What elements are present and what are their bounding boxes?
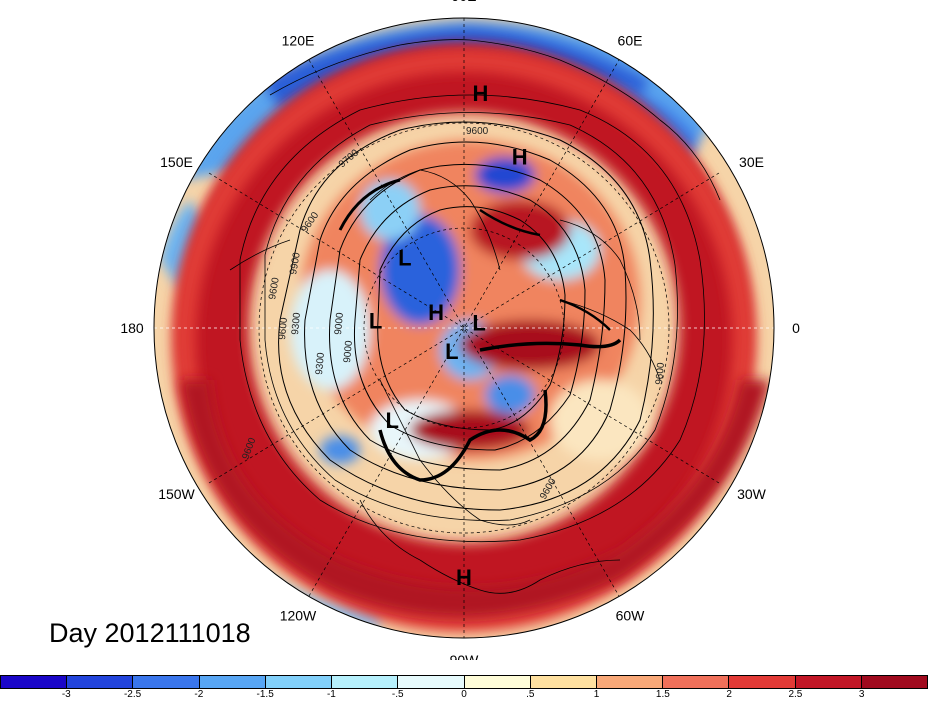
map-border (153, 17, 775, 639)
colorbar-swatch (795, 676, 862, 688)
colorbar-swatch (464, 676, 531, 688)
colorbar-tick-label: -2 (194, 689, 204, 700)
colorbar-swatch (67, 676, 134, 688)
colorbar-tick-label: 0 (461, 689, 467, 700)
longitude-labels: 90E 60E 30E 0 30W 60W 90W 120W 150W 180 150E 120E (120, 0, 800, 660)
contour-label: 9600 (277, 317, 290, 341)
colorbar-swatch (861, 676, 928, 688)
colorbar-tick-label: 3 (858, 689, 865, 700)
contour-label: 9600 (466, 126, 489, 137)
polar-stereographic-map: 9600 9700 9600 9900 9600 9300 9600 9000 … (120, 0, 800, 660)
height-contours (239, 94, 705, 543)
colorbar-tick-label: 1.5 (655, 689, 670, 700)
colorbar-swatch (133, 676, 200, 688)
longitude-label: 60W (616, 608, 646, 624)
longitude-label: 120E (282, 32, 315, 48)
longitude-label: 150E (160, 154, 193, 170)
colorbar-swatch (596, 676, 664, 688)
high-pressure-marker: H (472, 81, 488, 106)
colorbar-tick-label: -3 (61, 689, 71, 700)
longitude-label: 0 (792, 320, 800, 336)
high-pressure-marker: H (428, 300, 444, 325)
colorbar-swatch (332, 676, 399, 688)
colorbar-tick-label: -1.5 (256, 689, 274, 700)
low-pressure-marker: L (472, 310, 485, 335)
longitude-label: 120W (280, 608, 317, 624)
contour-label: 9000 (333, 312, 346, 336)
contour-label: 9600 (654, 362, 667, 386)
low-pressure-marker: L (445, 339, 458, 364)
contour-label: 9000 (342, 340, 355, 364)
colorbar (0, 675, 928, 689)
colorbar-swatch (530, 676, 597, 688)
low-pressure-marker: L (398, 245, 411, 270)
longitude-label: 90E (452, 0, 477, 4)
colorbar-swatch (1, 676, 68, 688)
high-pressure-marker: H (512, 145, 528, 170)
colorbar-tick-label: 2.5 (788, 689, 803, 700)
contour-label: 9300 (314, 352, 327, 376)
longitude-label: 30W (737, 486, 767, 502)
contour-label: 9600 (267, 276, 282, 300)
longitude-label: 150W (158, 486, 195, 502)
contour-label: 9900 (288, 251, 303, 275)
high-pressure-marker: H (456, 565, 472, 590)
longitude-label: 60E (618, 32, 643, 48)
longitude-label: 30E (739, 154, 764, 170)
longitude-label: 90W (450, 652, 480, 660)
colorbar-tick-label: 2 (726, 689, 732, 700)
contour-label: 9300 (290, 312, 303, 336)
colorbar-swatch (199, 676, 266, 688)
colorbar-tick-label: -1 (326, 689, 336, 700)
colorbar-tick-label: -.5 (391, 689, 404, 700)
colorbar-swatch (398, 676, 465, 688)
low-pressure-marker: L (369, 308, 382, 333)
colorbar-swatch (663, 676, 730, 688)
longitude-label: 180 (120, 320, 144, 336)
colorbar-tick-label: -2.5 (123, 689, 142, 700)
coastlines (229, 39, 721, 594)
colorbar-tick-label: 1 (593, 689, 600, 700)
colorbar-tick-label: .5 (526, 689, 535, 700)
anomaly-field (154, 18, 774, 638)
colorbar-labels: -3 -2.5 -2 -1.5 -1 -.5 0 .5 1 1.5 2 2.5 3 (0, 689, 928, 702)
day-label: Day 2012111018 (49, 618, 251, 648)
colorbar-swatch (729, 676, 796, 688)
colorbar-swatch (265, 676, 333, 688)
low-pressure-marker: L (386, 408, 399, 433)
